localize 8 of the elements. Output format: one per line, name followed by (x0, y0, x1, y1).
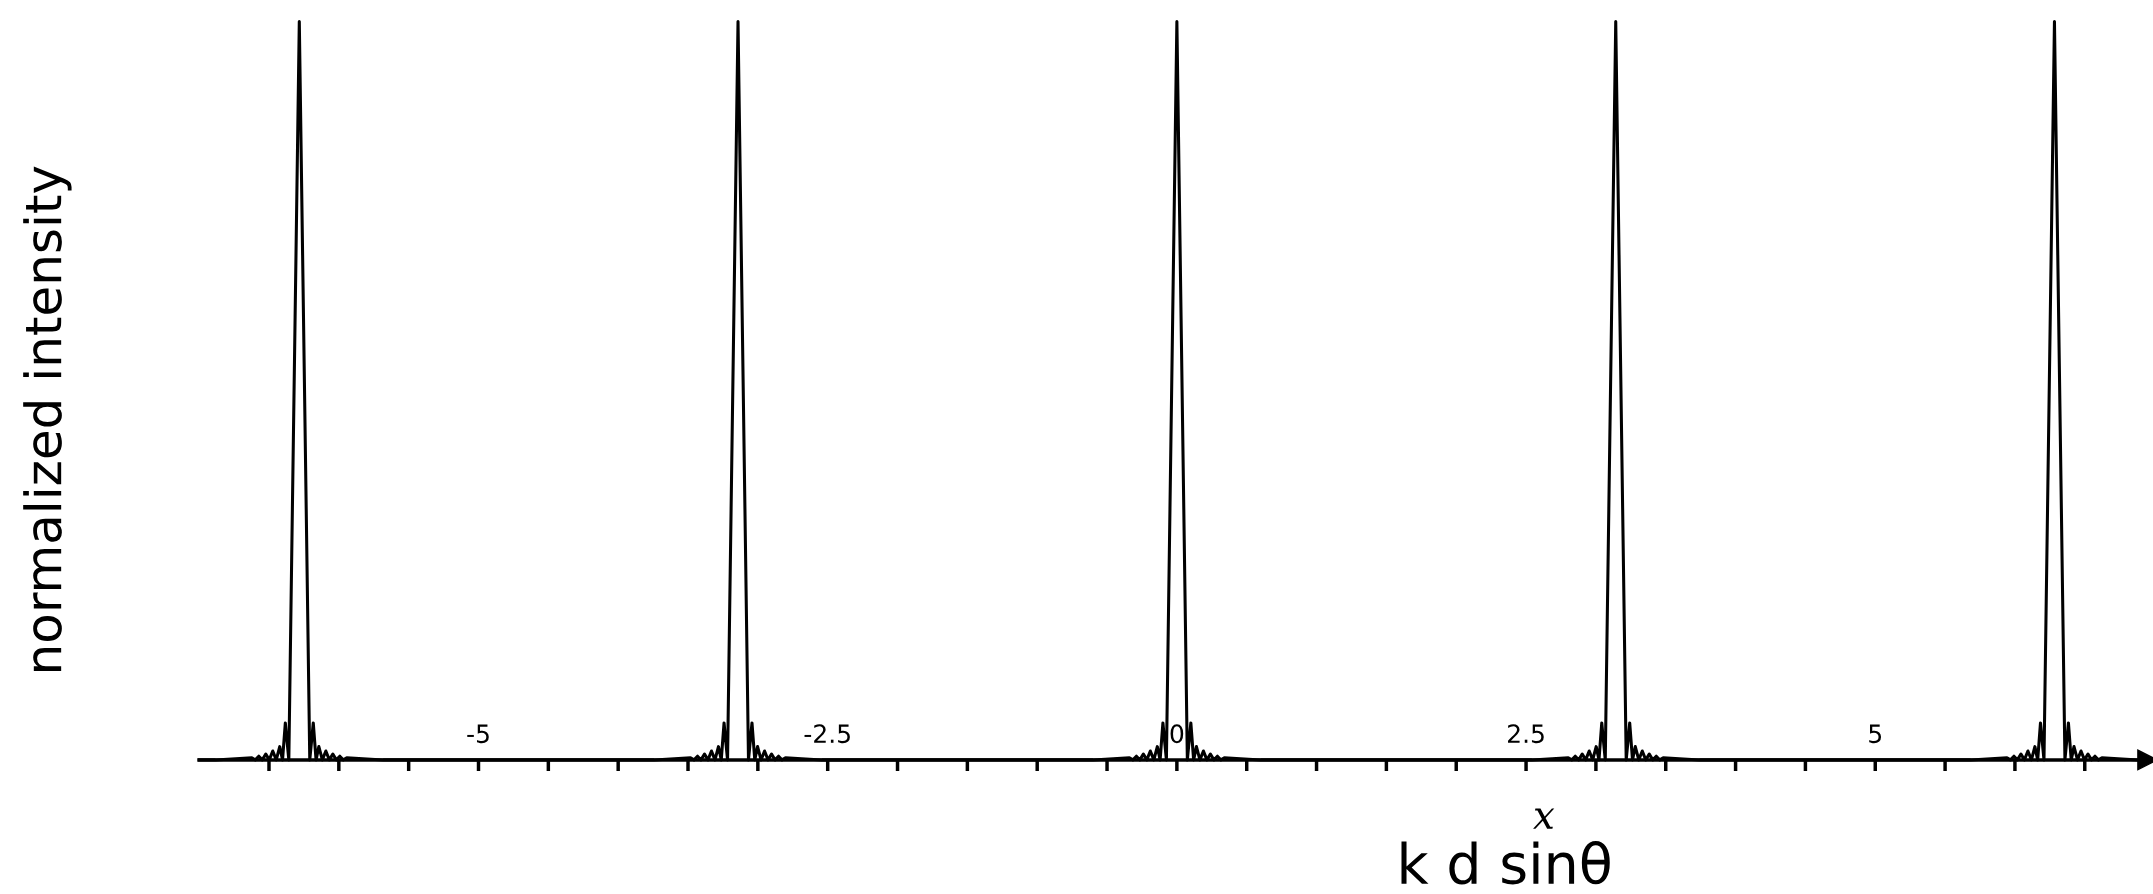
x-tick-label: 5 (1869, 724, 1882, 744)
y-axis-title: normalized intensity (23, 166, 72, 671)
x-tick-label: -5 (467, 724, 489, 744)
x-tick-label: 0 (1170, 724, 1184, 744)
text: x (1533, 808, 1555, 829)
x-tick-label: -2.5 (804, 724, 850, 744)
x-tick-label: 2.5 (1508, 724, 1544, 744)
x-axis-title: k d sinθ (1401, 841, 1610, 885)
